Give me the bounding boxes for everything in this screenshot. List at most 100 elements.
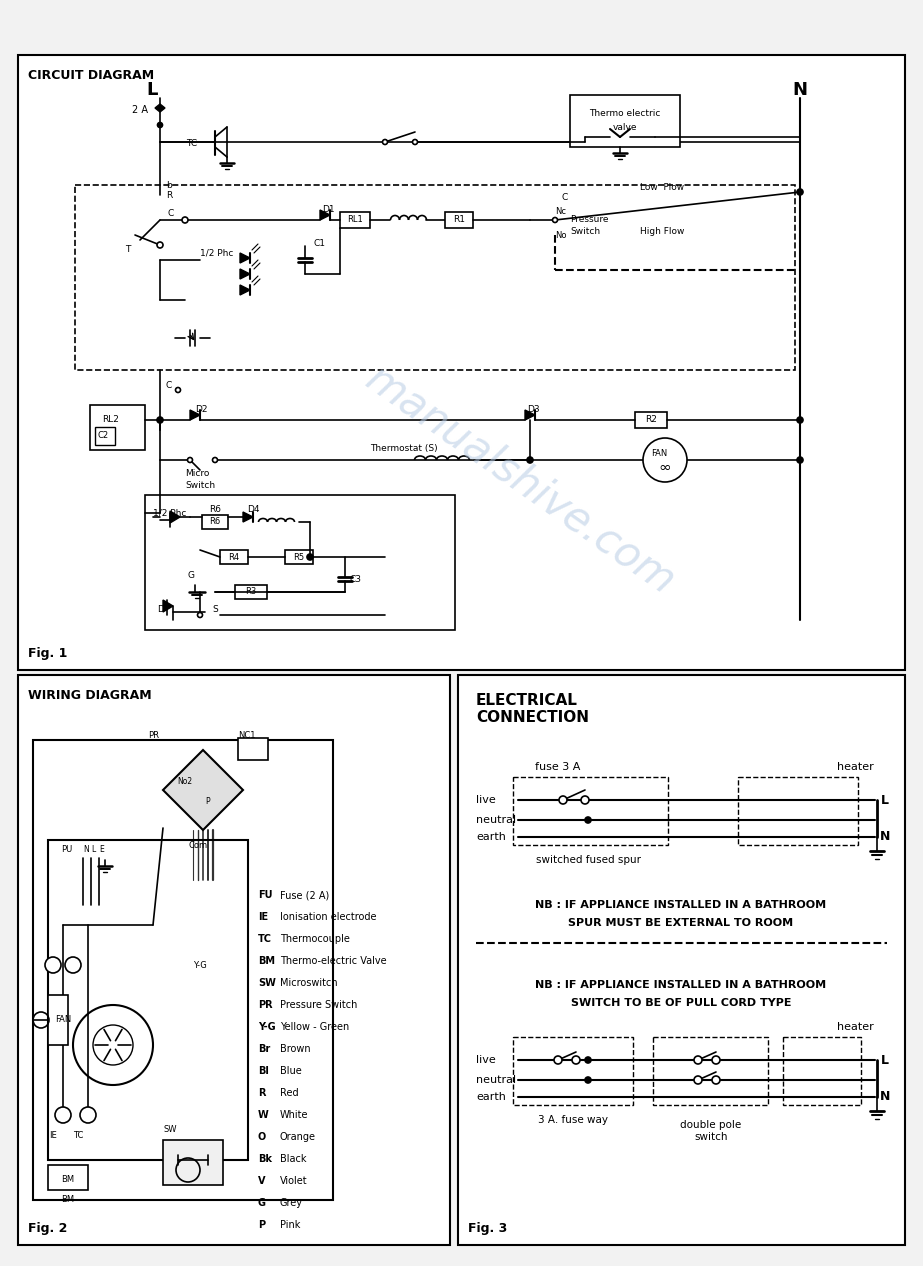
Bar — [145, 495, 455, 630]
Text: G: G — [187, 571, 194, 580]
Text: Pressure Switch: Pressure Switch — [280, 1000, 357, 1010]
Text: P: P — [206, 798, 210, 806]
Text: G: G — [258, 1198, 266, 1208]
Bar — [48, 995, 68, 1044]
Text: D1: D1 — [322, 205, 335, 214]
Text: R4: R4 — [228, 552, 240, 562]
Text: Nc: Nc — [555, 208, 566, 216]
Text: W: W — [258, 1110, 269, 1120]
Bar — [48, 841, 248, 1160]
Bar — [513, 777, 668, 844]
Text: CIRCUIT DIAGRAM: CIRCUIT DIAGRAM — [28, 70, 154, 82]
Text: Y-G: Y-G — [193, 961, 207, 970]
Polygon shape — [190, 410, 200, 420]
Text: FU: FU — [258, 890, 272, 900]
Circle shape — [187, 457, 193, 462]
Text: Switch: Switch — [185, 481, 215, 490]
Circle shape — [45, 957, 61, 974]
Circle shape — [585, 1057, 591, 1063]
Polygon shape — [155, 104, 165, 111]
Text: L: L — [147, 81, 158, 99]
Circle shape — [80, 1106, 96, 1123]
Text: Com: Com — [188, 841, 208, 849]
Text: Switch: Switch — [570, 228, 600, 237]
Text: earth: earth — [476, 1093, 506, 1101]
Text: C1: C1 — [313, 239, 325, 248]
Text: Orange: Orange — [280, 1132, 316, 1142]
Text: C3: C3 — [349, 575, 361, 584]
Text: neutral: neutral — [476, 1075, 516, 1085]
Text: White: White — [280, 1110, 308, 1120]
Text: 2 A: 2 A — [132, 105, 148, 115]
Text: 1/2 Phc: 1/2 Phc — [153, 509, 186, 518]
Text: N: N — [793, 81, 808, 99]
Text: 3 A. fuse way: 3 A. fuse way — [538, 1115, 608, 1125]
Circle shape — [554, 1056, 562, 1063]
Text: C2: C2 — [98, 430, 109, 439]
Circle shape — [175, 387, 181, 392]
Text: earth: earth — [476, 832, 506, 842]
Text: NB : IF APPLIANCE INSTALLED IN A BATHROOM: NB : IF APPLIANCE INSTALLED IN A BATHROO… — [535, 900, 827, 910]
Text: Brown: Brown — [280, 1044, 311, 1055]
Text: neutral: neutral — [476, 815, 516, 825]
Text: Yellow - Green: Yellow - Green — [280, 1022, 349, 1032]
Polygon shape — [240, 253, 250, 263]
Text: Fig. 3: Fig. 3 — [468, 1222, 508, 1236]
Text: Violet: Violet — [280, 1176, 307, 1186]
Circle shape — [55, 1106, 71, 1123]
Text: RL2: RL2 — [102, 415, 119, 424]
Text: N: N — [83, 846, 89, 855]
Text: R1: R1 — [453, 215, 465, 224]
Text: switched fused spur: switched fused spur — [535, 855, 641, 865]
Text: E: E — [99, 846, 103, 855]
Circle shape — [212, 457, 218, 462]
Text: Microswitch: Microswitch — [280, 979, 338, 987]
Text: No2: No2 — [177, 777, 193, 786]
Text: C: C — [168, 209, 174, 219]
Polygon shape — [243, 511, 253, 522]
Text: heater: heater — [836, 762, 873, 772]
Text: S: S — [212, 605, 218, 614]
Text: NC1: NC1 — [238, 730, 256, 739]
Text: P: P — [258, 1220, 265, 1231]
Text: SWITCH TO BE OF PULL CORD TYPE: SWITCH TO BE OF PULL CORD TYPE — [570, 998, 791, 1008]
Bar — [220, 549, 248, 563]
Polygon shape — [163, 749, 243, 830]
Circle shape — [572, 1056, 580, 1063]
Bar — [653, 1037, 768, 1105]
Bar — [238, 738, 268, 760]
Bar — [513, 1037, 633, 1105]
Text: L: L — [881, 794, 889, 806]
Circle shape — [553, 218, 557, 223]
Text: double pole
switch: double pole switch — [680, 1120, 741, 1142]
Text: 1/2 Phc: 1/2 Phc — [200, 248, 234, 257]
Text: live: live — [476, 795, 496, 805]
Circle shape — [559, 796, 567, 804]
Circle shape — [694, 1076, 702, 1084]
Text: Pressure: Pressure — [570, 215, 608, 224]
Circle shape — [182, 216, 188, 223]
Text: BM: BM — [62, 1195, 75, 1204]
Circle shape — [581, 796, 589, 804]
Text: No: No — [555, 230, 567, 239]
Circle shape — [585, 1077, 591, 1082]
Text: O: O — [258, 1132, 266, 1142]
Text: Fuse (2 A): Fuse (2 A) — [280, 890, 330, 900]
Text: IE: IE — [49, 1131, 57, 1139]
Text: Thermo electric: Thermo electric — [589, 109, 661, 118]
Circle shape — [198, 613, 202, 618]
Text: SW: SW — [163, 1125, 176, 1134]
Text: TC: TC — [258, 934, 272, 944]
Bar — [163, 1139, 223, 1185]
Text: ELECTRICAL
CONNECTION: ELECTRICAL CONNECTION — [476, 693, 589, 725]
Circle shape — [382, 139, 388, 144]
Circle shape — [797, 189, 803, 195]
Text: Micro: Micro — [185, 470, 210, 479]
Bar — [202, 515, 228, 529]
Text: ∞: ∞ — [659, 460, 671, 475]
Text: Ionisation electrode: Ionisation electrode — [280, 912, 377, 922]
Text: Fig. 2: Fig. 2 — [28, 1222, 67, 1236]
Bar — [90, 405, 145, 449]
Text: PR: PR — [148, 730, 159, 739]
Circle shape — [585, 817, 591, 823]
